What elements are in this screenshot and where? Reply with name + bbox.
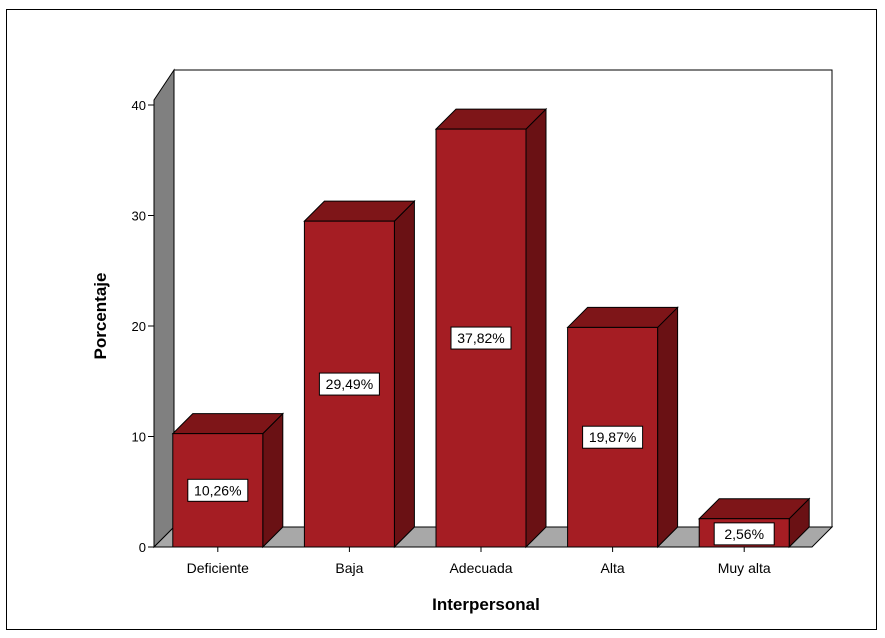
y-tick-label: 0	[139, 540, 146, 555]
x-tick-label: Baja	[335, 560, 363, 576]
bar-side	[525, 107, 547, 549]
x-axis-label: Interpersonal	[432, 595, 540, 614]
data-label: 19,87%	[589, 429, 636, 445]
bar-side	[262, 412, 284, 549]
y-tick-label: 40	[132, 98, 146, 113]
bar-top	[171, 413, 285, 435]
chart-labels: 10,26% 29,49% 37,82% 19,87% 2,56%	[187, 326, 775, 546]
x-tick-label: Alta	[601, 560, 625, 576]
y-axis-label: Porcentaje	[91, 273, 110, 360]
y-tick-label: 10	[132, 430, 146, 445]
data-label-box	[187, 478, 249, 502]
bar-top	[697, 498, 811, 520]
left-wall	[153, 68, 175, 549]
data-label-box	[582, 425, 644, 449]
y-tick-label: 20	[132, 319, 146, 334]
bar-top	[303, 200, 416, 222]
data-label-box	[450, 326, 512, 350]
bar-side	[393, 199, 415, 549]
bar-side	[657, 306, 679, 549]
data-label: 2,56%	[724, 526, 764, 542]
y-tick-label: 30	[132, 209, 146, 224]
data-label: 37,82%	[457, 330, 504, 346]
x-tick-label: Deficiente	[187, 560, 249, 576]
data-label: 10,26%	[194, 482, 241, 498]
bar-top	[434, 108, 548, 130]
chart-bars	[171, 107, 811, 549]
x-tick-label: Muy alta	[718, 560, 771, 576]
x-tick-label: Adecuada	[449, 560, 512, 576]
data-label: 29,49%	[326, 376, 373, 392]
data-label-box	[713, 522, 775, 546]
chart-axes: 0 10 20 30 40 Deficiente Baja Adecuada Alta Muy a…	[132, 98, 812, 576]
data-label-box	[318, 372, 380, 396]
bar-top	[566, 306, 679, 328]
